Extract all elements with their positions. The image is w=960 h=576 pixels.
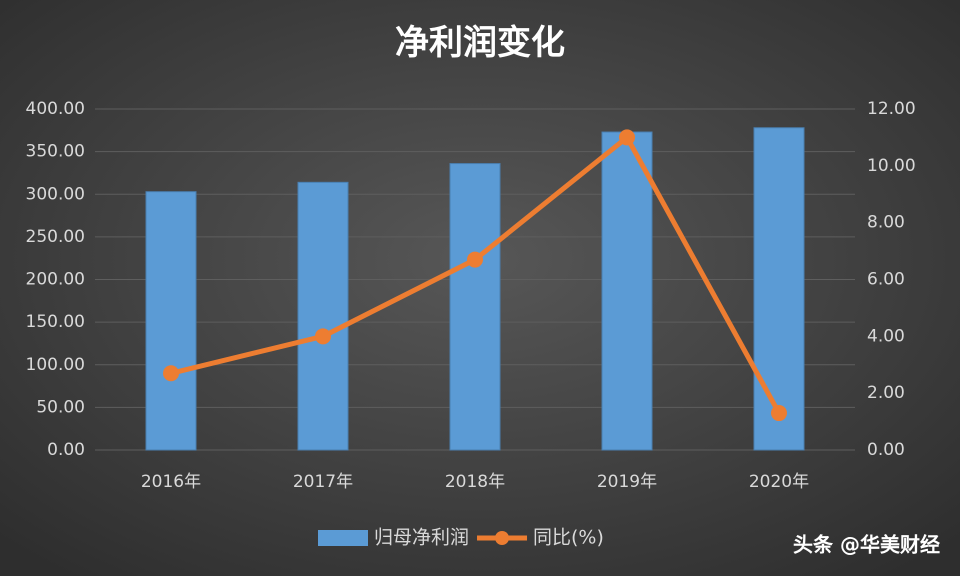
y2-tick-label: 10.00 [867,156,916,176]
y-tick-label: 350.00 [26,142,85,162]
point [315,328,331,345]
y-tick-label: 200.00 [26,270,85,290]
y2-tick-label: 8.00 [867,213,905,233]
watermark: 头条 @华美财经 [793,533,940,557]
point [619,129,635,146]
y2-tick-label: 4.00 [867,326,905,346]
y-tick-label: 50.00 [36,397,85,417]
bar [601,131,653,451]
y-tick-label: 100.00 [26,355,85,375]
legend-swatch [318,530,368,546]
chart-title: 净利润变化 [395,23,565,63]
point [467,251,483,268]
y2-tick-label: 0.00 [867,440,905,460]
bar [753,127,805,451]
y-tick-label: 150.00 [26,312,85,332]
y-tick-label: 250.00 [26,227,85,247]
legend-label: 同比(%) [533,527,604,549]
x-tick-label: 2016年 [141,472,201,492]
y2-tick-label: 6.00 [867,270,905,290]
point [771,405,787,422]
bar [297,181,349,451]
legend-label: 归母净利润 [374,527,469,549]
y-tick-label: 400.00 [26,99,85,119]
y2-tick-label: 12.00 [867,99,916,119]
y2-tick-label: 2.00 [867,383,905,403]
bar [145,191,197,451]
y-tick-label: 300.00 [26,184,85,204]
point [163,365,179,382]
x-tick-label: 2019年 [597,472,657,492]
legend-swatch [495,531,510,545]
y-tick-label: 0.00 [47,440,85,460]
bar [449,163,501,451]
x-tick-label: 2020年 [749,472,809,492]
x-tick-label: 2018年 [445,472,505,492]
x-tick-label: 2017年 [293,472,353,492]
